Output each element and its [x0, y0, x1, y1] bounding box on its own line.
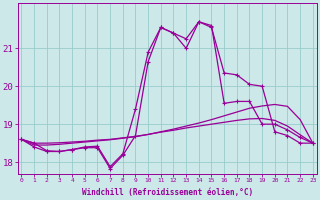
- X-axis label: Windchill (Refroidissement éolien,°C): Windchill (Refroidissement éolien,°C): [82, 188, 253, 197]
